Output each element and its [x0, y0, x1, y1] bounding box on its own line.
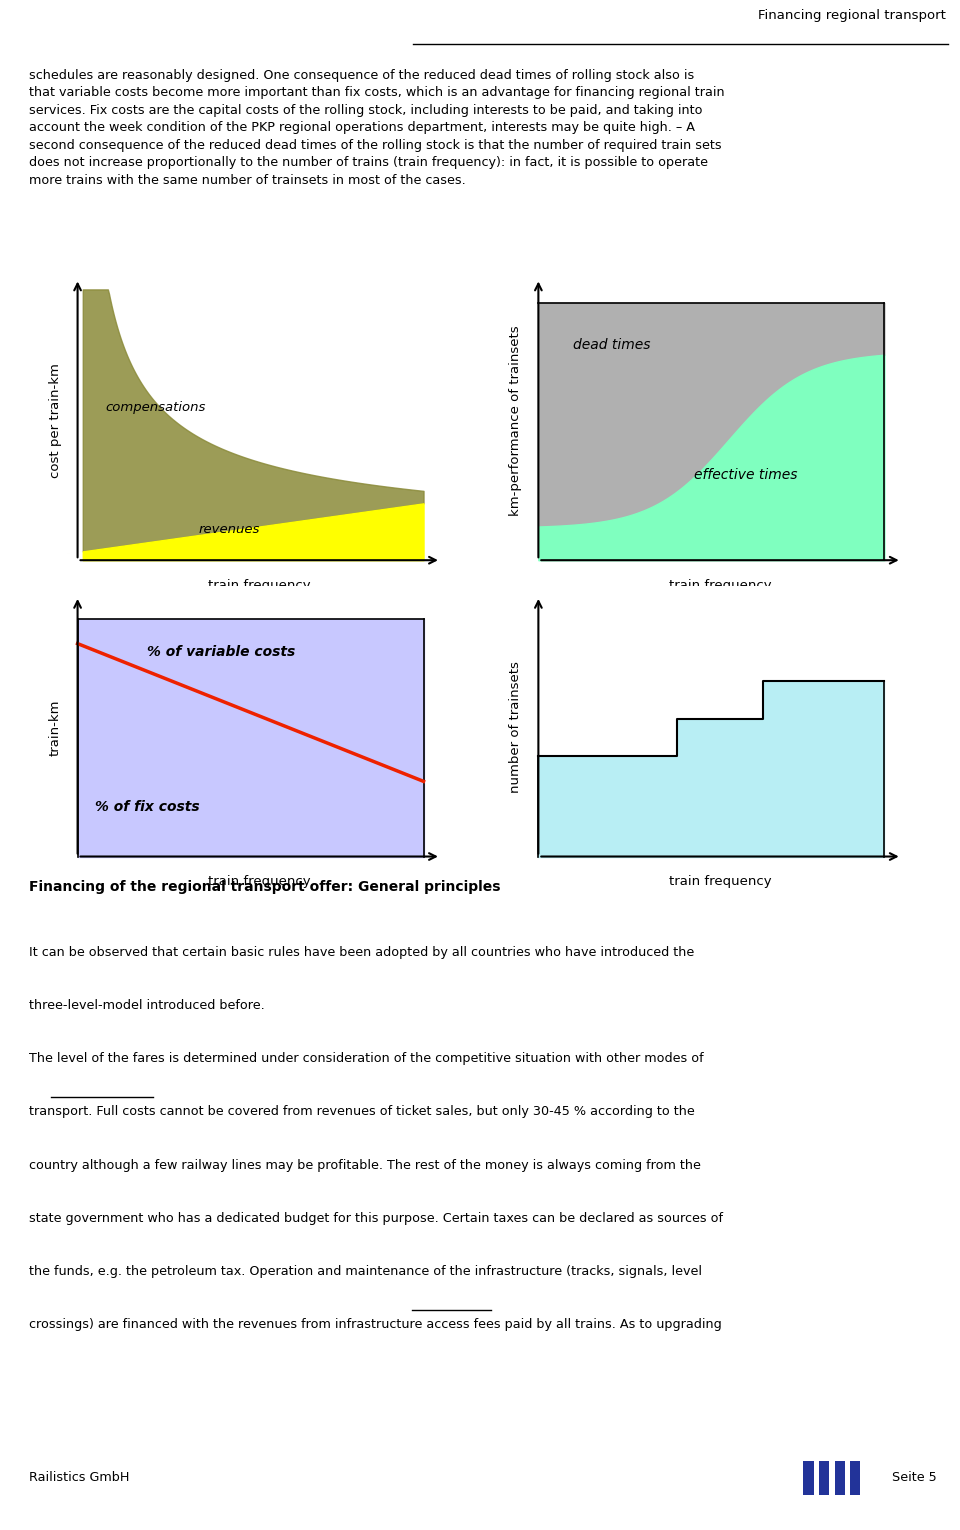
Text: transport. Full costs cannot be covered from revenues of ticket sales, but only : transport. Full costs cannot be covered …: [29, 1105, 694, 1118]
Text: state government who has a dedicated budget for this purpose. Certain taxes can : state government who has a dedicated bud…: [29, 1212, 723, 1224]
Text: the funds, e.g. the petroleum tax. Operation and maintenance of the infrastructu: the funds, e.g. the petroleum tax. Opera…: [29, 1265, 702, 1278]
Text: compensations: compensations: [106, 401, 205, 415]
Y-axis label: train-km: train-km: [49, 699, 61, 756]
Text: Financing of the regional transport offer: General principles: Financing of the regional transport offe…: [29, 880, 500, 894]
Y-axis label: cost per train-km: cost per train-km: [49, 363, 61, 479]
Text: revenues: revenues: [199, 523, 260, 535]
X-axis label: train frequency: train frequency: [669, 580, 771, 592]
Y-axis label: km-performance of trainsets: km-performance of trainsets: [510, 326, 522, 516]
Bar: [851, 1461, 860, 1495]
Text: Railistics GmbH: Railistics GmbH: [29, 1472, 130, 1484]
Text: effective times: effective times: [694, 468, 798, 482]
X-axis label: train frequency: train frequency: [208, 875, 310, 887]
Y-axis label: number of trainsets: number of trainsets: [510, 661, 522, 794]
X-axis label: train frequency: train frequency: [669, 875, 771, 887]
Text: Financing regional transport: Financing regional transport: [757, 9, 946, 21]
Text: The level of the fares is determined under consideration of the competitive situ: The level of the fares is determined und…: [29, 1053, 704, 1065]
Text: Seite 5: Seite 5: [892, 1472, 936, 1484]
Bar: [804, 1461, 813, 1495]
Text: % of fix costs: % of fix costs: [95, 800, 200, 814]
Bar: [819, 1461, 829, 1495]
Text: crossings) are financed with the revenues from infrastructure access fees paid b: crossings) are financed with the revenue…: [29, 1317, 722, 1331]
Text: schedules are reasonably designed. One consequence of the reduced dead times of : schedules are reasonably designed. One c…: [29, 69, 725, 187]
Text: % of variable costs: % of variable costs: [147, 646, 295, 659]
X-axis label: train frequency: train frequency: [208, 580, 310, 592]
Text: country although a few railway lines may be profitable. The rest of the money is: country although a few railway lines may…: [29, 1158, 701, 1172]
Bar: [834, 1461, 845, 1495]
Text: It can be observed that certain basic rules have been adopted by all countries w: It can be observed that certain basic ru…: [29, 946, 694, 959]
Text: dead times: dead times: [573, 338, 651, 352]
Text: three-level-model introduced before.: three-level-model introduced before.: [29, 999, 265, 1011]
